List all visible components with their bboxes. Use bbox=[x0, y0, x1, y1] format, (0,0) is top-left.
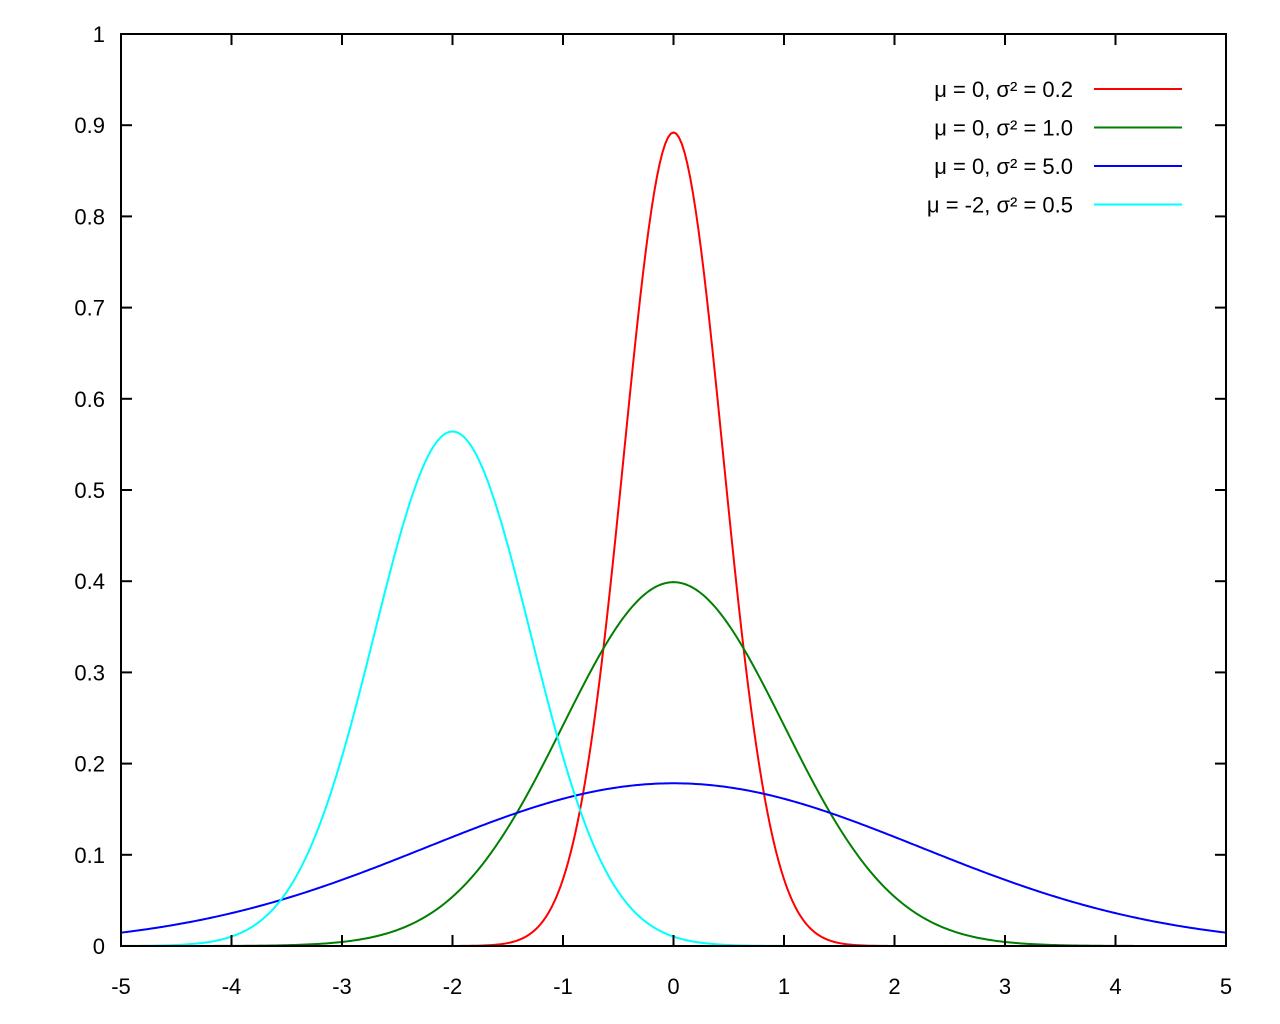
y-tick-label: 0.3 bbox=[74, 660, 105, 685]
y-tick-label: 0.1 bbox=[74, 843, 105, 868]
series-line-2 bbox=[120, 782, 1227, 934]
legend: μ = 0, σ² = 0.2 μ = 0, σ² = 1.0 μ = 0, σ² … bbox=[927, 77, 1182, 218]
y-tick-label: 0.7 bbox=[74, 296, 105, 321]
y-tick-label: 0.6 bbox=[74, 387, 105, 412]
x-tick-label: -4 bbox=[222, 974, 242, 999]
x-tick-label: -2 bbox=[443, 974, 463, 999]
y-tick-label: 0.8 bbox=[74, 204, 105, 229]
series-line-1 bbox=[121, 581, 1226, 947]
legend-label-0: μ = 0, σ² = 0.2 bbox=[934, 77, 1073, 102]
y-tick-label: 1 bbox=[93, 22, 105, 47]
x-tick-label: 0 bbox=[667, 974, 679, 999]
x-tick-label: 4 bbox=[1109, 974, 1121, 999]
x-tick-label: -3 bbox=[332, 974, 352, 999]
x-tick-label: -1 bbox=[553, 974, 573, 999]
y-tick-label: 0.2 bbox=[74, 752, 105, 777]
y-tick-label: 0 bbox=[93, 934, 105, 959]
y-tick-label: 0.4 bbox=[74, 569, 105, 594]
y-tick-label: 0.9 bbox=[74, 113, 105, 138]
x-tick-label: 1 bbox=[778, 974, 790, 999]
x-tick-label: 2 bbox=[888, 974, 900, 999]
x-tick-label: 3 bbox=[999, 974, 1011, 999]
legend-label-2: μ = 0, σ² = 5.0 bbox=[934, 154, 1073, 179]
legend-label-1: μ = 0, σ² = 1.0 bbox=[934, 116, 1073, 141]
legend-label-3: μ = -2, σ² = 0.5 bbox=[927, 193, 1073, 218]
y-tick-label: 0.5 bbox=[74, 478, 105, 503]
tick-layer: -5 -4 -3 -2 -1 0 1 2 3 4 5 0 0.1 0.2 0.3 0.4 0.5 0.6 0.7 0.… bbox=[74, 22, 1232, 999]
x-tick-label: 5 bbox=[1220, 974, 1232, 999]
x-tick-label: -5 bbox=[111, 974, 131, 999]
